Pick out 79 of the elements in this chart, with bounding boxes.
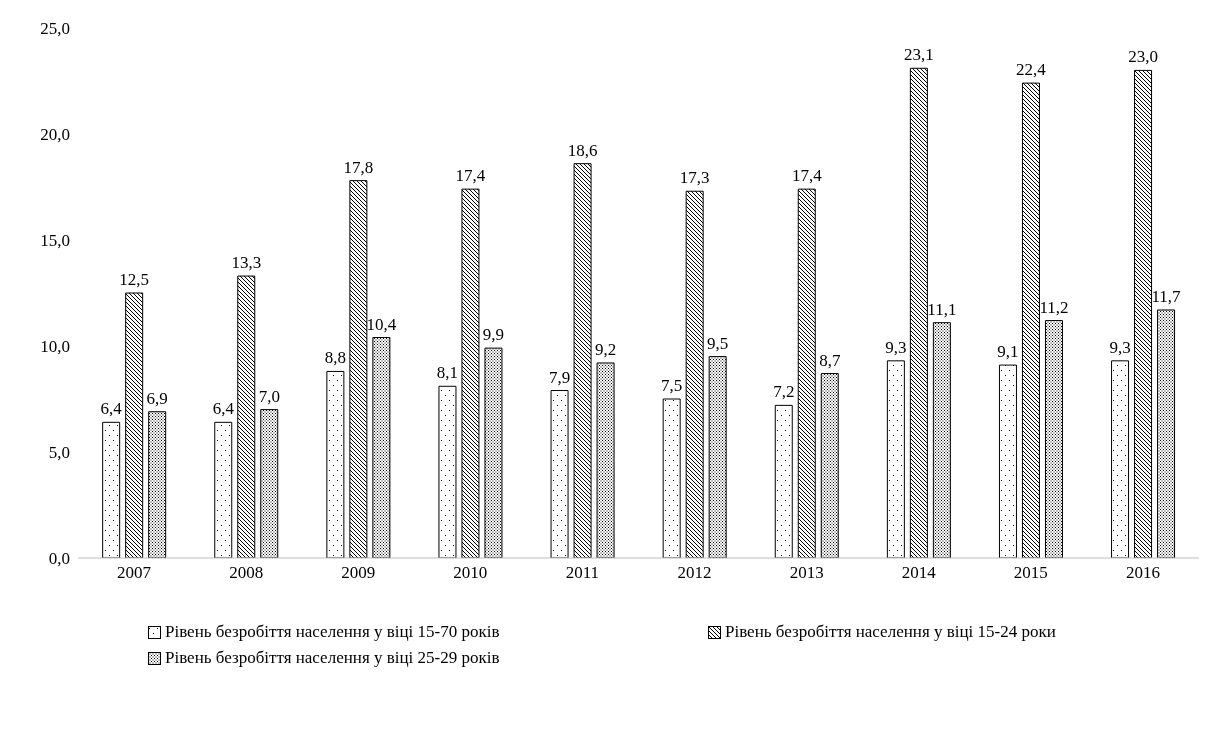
bar (237, 275, 256, 558)
bar (214, 421, 233, 558)
bar (909, 67, 928, 558)
data-label: 17,4 (455, 166, 486, 186)
bar (797, 188, 816, 558)
data-label: 11,1 (927, 299, 957, 319)
x-tick-label: 2012 (677, 563, 712, 583)
bar (820, 373, 839, 558)
bar (998, 364, 1017, 558)
y-tick-label: 0,0 (48, 549, 70, 569)
data-label: 7,0 (258, 386, 280, 406)
legend-label: Рівень безробіття населення у віці 15-24 роки (725, 622, 1056, 642)
bar (1134, 69, 1153, 558)
y-tick-label: 15,0 (40, 231, 70, 251)
data-label: 13,3 (231, 253, 262, 273)
x-tick-label: 2009 (341, 563, 376, 583)
data-label: 9,2 (594, 339, 617, 359)
y-tick-label: 25,0 (40, 19, 70, 39)
data-label: 7,5 (661, 376, 683, 395)
data-label: 23,1 (903, 45, 934, 65)
bar (1021, 82, 1040, 558)
bar (102, 421, 121, 558)
data-label: 12,5 (119, 270, 150, 289)
bar (1111, 360, 1130, 558)
bar (349, 180, 368, 558)
bar (708, 356, 727, 558)
data-label: 11,7 (1151, 286, 1182, 306)
data-label: 8,7 (819, 350, 841, 370)
data-label: 23,0 (1128, 47, 1158, 67)
bar (573, 163, 592, 558)
data-label: 9,9 (482, 325, 505, 345)
bar (550, 390, 569, 558)
bar (774, 404, 793, 558)
bar (260, 409, 279, 558)
legend-label: Рівень безробіття населення у віці 15-70 років (165, 622, 500, 642)
data-label: 7,9 (548, 367, 571, 387)
bar (685, 190, 704, 558)
bar (484, 347, 503, 558)
x-tick-label: 2010 (453, 563, 488, 583)
bar (1044, 320, 1063, 558)
bar (461, 188, 480, 558)
data-label: 11,2 (1039, 297, 1069, 317)
y-tick-label: 20,0 (40, 125, 70, 145)
data-label: 9,5 (707, 333, 729, 353)
data-label: 17,8 (343, 157, 374, 177)
y-tick-label: 10,0 (40, 337, 70, 357)
bar (932, 322, 951, 558)
data-label: 8,1 (436, 363, 459, 383)
bar (438, 385, 457, 558)
data-label: 9,3 (1109, 337, 1131, 357)
x-tick-label: 2008 (229, 563, 264, 583)
data-label: 17,4 (791, 166, 823, 186)
bar (1157, 309, 1176, 558)
bar (148, 411, 167, 558)
data-label: 17,3 (679, 168, 710, 188)
data-label: 18,6 (567, 140, 598, 160)
data-label: 6,9 (146, 388, 168, 408)
data-label: 6,4 (100, 399, 123, 419)
data-label: 8,8 (324, 348, 346, 368)
data-label: 9,1 (997, 342, 1019, 362)
data-label: 9,3 (885, 337, 907, 357)
bar (596, 362, 615, 558)
data-label: 10,4 (366, 314, 397, 334)
bar (125, 292, 144, 558)
y-tick-label: 5,0 (48, 443, 70, 463)
bar (326, 370, 345, 558)
bar (886, 360, 905, 558)
x-tick-label: 2007 (117, 563, 152, 583)
legend-label: Рівень безробіття населення у віці 25-29 років (165, 648, 500, 668)
data-label: 6,4 (212, 399, 235, 419)
data-label: 22,4 (1016, 60, 1047, 80)
x-tick-label: 2016 (1125, 563, 1160, 583)
data-label: 7,2 (773, 382, 795, 402)
x-tick-label: 2013 (789, 563, 824, 583)
x-tick-label: 2011 (565, 563, 600, 583)
x-tick-label: 2015 (1013, 563, 1048, 583)
bar (372, 337, 391, 558)
bar (662, 398, 681, 558)
x-tick-label: 2014 (901, 563, 937, 583)
